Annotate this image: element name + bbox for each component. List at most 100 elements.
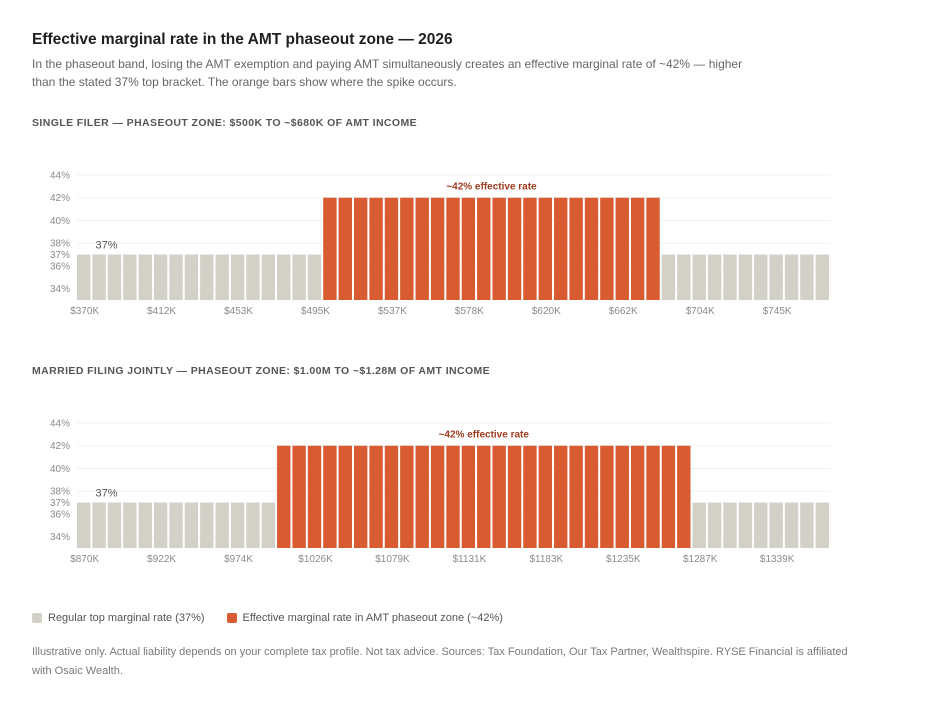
bar-regular xyxy=(200,502,214,548)
bar-phaseout xyxy=(353,197,368,300)
bar-phaseout xyxy=(523,197,537,300)
bar-phaseout xyxy=(369,445,383,548)
legend-item-phaseout: Effective marginal rate in AMT phaseout … xyxy=(226,612,503,624)
bar-phaseout xyxy=(446,197,460,300)
x-tick-label: $1287K xyxy=(683,554,718,565)
bar-regular xyxy=(138,502,152,548)
bar-regular xyxy=(815,254,829,300)
bar-phaseout xyxy=(569,197,583,300)
bar-regular xyxy=(738,254,753,300)
x-tick-label: $578K xyxy=(455,306,484,317)
bar-phaseout xyxy=(677,445,691,548)
bar-regular xyxy=(307,254,322,300)
base-rate-annotation: 37% xyxy=(95,488,117,500)
x-tick-label: $1183K xyxy=(529,554,563,565)
bar-regular xyxy=(707,502,722,548)
bar-regular xyxy=(754,254,768,300)
bar-phaseout xyxy=(538,445,553,548)
bar-phaseout xyxy=(630,197,645,300)
legend-item-regular: Regular top marginal rate (37%) xyxy=(32,612,205,624)
bar-regular xyxy=(677,254,691,300)
bar-phaseout xyxy=(554,445,568,548)
bar-regular xyxy=(692,502,706,548)
x-tick-label: $453K xyxy=(224,306,253,317)
bar-regular xyxy=(123,502,137,548)
bar-regular xyxy=(92,502,106,548)
bar-phaseout xyxy=(446,445,460,548)
bar-phaseout xyxy=(461,445,476,548)
x-tick-label: $870K xyxy=(70,554,99,565)
x-tick-label: $662K xyxy=(609,306,638,317)
base-rate-annotation: 37% xyxy=(95,240,117,252)
bar-regular xyxy=(215,254,229,300)
x-tick-label: $370K xyxy=(70,306,99,317)
x-tick-label: $745K xyxy=(763,306,792,317)
bar-phaseout xyxy=(384,445,399,548)
bar-phaseout xyxy=(415,197,429,300)
legend-swatch-regular xyxy=(32,613,42,623)
bar-phaseout xyxy=(661,445,676,548)
y-tick-label: 44% xyxy=(50,419,70,430)
chart-title: Effective marginal rate in the AMT phase… xyxy=(32,31,453,48)
x-tick-label: $974K xyxy=(224,554,253,565)
x-tick-label: $1339K xyxy=(760,554,795,565)
y-tick-label: 42% xyxy=(50,193,70,204)
bar-phaseout xyxy=(461,197,476,300)
x-tick-label: $1026K xyxy=(298,554,333,565)
x-tick-label: $620K xyxy=(532,306,561,317)
bar-phaseout xyxy=(507,197,522,300)
legend-label-regular: Regular top marginal rate (37%) xyxy=(48,612,205,624)
x-tick-label: $1235K xyxy=(606,554,641,565)
bar-phaseout xyxy=(584,445,599,548)
y-tick-label: 42% xyxy=(50,441,70,452)
bar-regular xyxy=(707,254,722,300)
chart-subtitle: In the phaseout band, losing the AMT exe… xyxy=(32,57,743,89)
bar-phaseout xyxy=(584,197,599,300)
bar-regular xyxy=(723,254,737,300)
bar-phaseout xyxy=(600,445,614,548)
x-tick-label: $1079K xyxy=(375,554,410,565)
x-tick-label: $495K xyxy=(301,306,330,317)
bar-regular xyxy=(815,502,829,548)
y-tick-label: 36% xyxy=(50,509,70,520)
bar-regular xyxy=(292,254,306,300)
bar-regular xyxy=(800,254,814,300)
bar-phaseout xyxy=(415,445,429,548)
bar-regular xyxy=(153,502,168,548)
bar-phaseout xyxy=(630,445,645,548)
y-tick-label: 37% xyxy=(50,498,70,509)
bar-regular xyxy=(123,254,137,300)
bar-phaseout xyxy=(369,197,383,300)
bar-regular xyxy=(169,502,183,548)
bar-phaseout xyxy=(323,197,337,300)
y-tick-label: 37% xyxy=(50,250,70,261)
bar-phaseout xyxy=(292,445,306,548)
bar-regular xyxy=(723,502,737,548)
bar-regular xyxy=(261,254,276,300)
bar-phaseout xyxy=(277,445,291,548)
phaseout-annotation: ~42% effective rate xyxy=(439,430,530,441)
bar-regular xyxy=(138,254,152,300)
bar-phaseout xyxy=(646,445,660,548)
bar-phaseout xyxy=(492,197,506,300)
bar-regular xyxy=(692,254,706,300)
bar-phaseout xyxy=(477,197,491,300)
disclaimer-footer: Illustrative only. Actual liability depe… xyxy=(32,646,848,677)
bar-regular xyxy=(77,254,91,300)
bar-regular xyxy=(107,502,122,548)
bar-phaseout xyxy=(307,445,322,548)
single-filer-chart: 34%36%37%38%40%42%44%$370K $412K $453K $495… xyxy=(50,171,831,317)
chart-legend: Regular top marginal rate (37%) Effectiv… xyxy=(32,612,525,624)
y-tick-label: 44% xyxy=(50,171,70,182)
bar-phaseout xyxy=(477,445,491,548)
bar-regular xyxy=(261,502,276,548)
bar-phaseout xyxy=(400,445,414,548)
x-tick-label: $704K xyxy=(686,306,715,317)
bar-phaseout xyxy=(430,445,445,548)
bar-regular xyxy=(246,254,260,300)
y-tick-label: 38% xyxy=(50,239,70,250)
legend-label-phaseout: Effective marginal rate in AMT phaseout … xyxy=(242,612,503,624)
bar-phaseout xyxy=(615,197,629,300)
bar-regular xyxy=(784,254,799,300)
bar-phaseout xyxy=(430,197,445,300)
